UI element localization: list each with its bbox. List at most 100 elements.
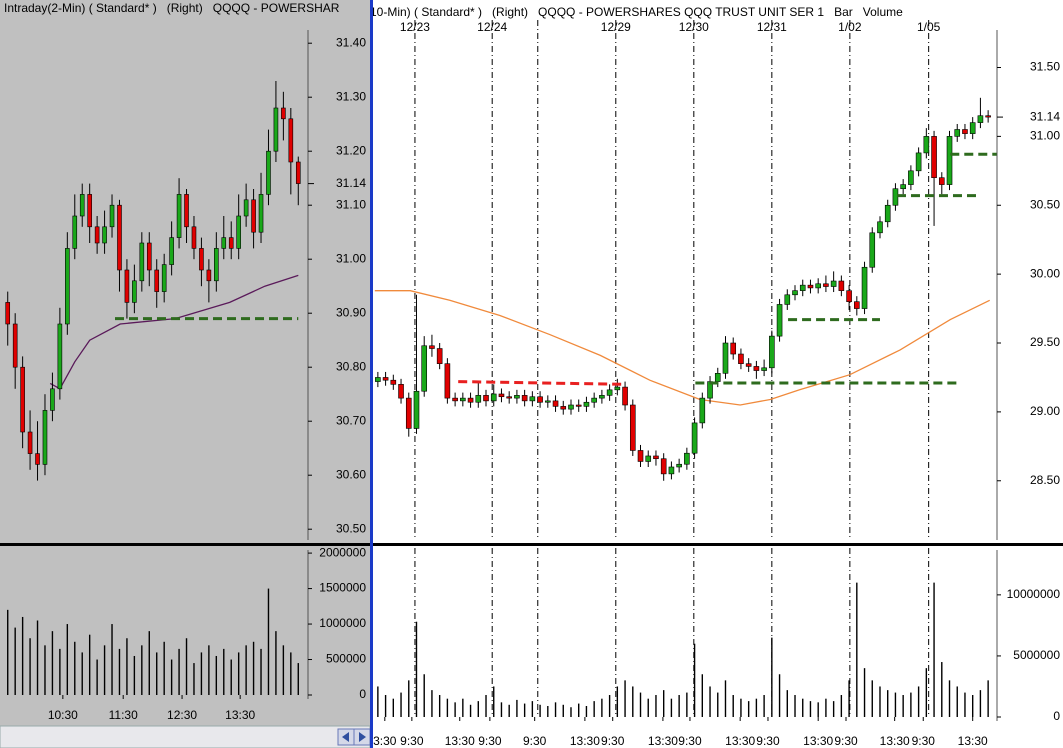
candle-body: [154, 269, 160, 292]
candle-body: [405, 397, 412, 429]
candle-body: [87, 194, 92, 228]
candle-body: [132, 280, 137, 303]
candle-body: [599, 395, 605, 399]
pane-divider: [373, 543, 1063, 546]
candle-body: [452, 397, 458, 402]
date-label: 1/02: [838, 20, 862, 34]
candle-body: [50, 388, 55, 411]
candle-body: [79, 194, 85, 217]
candle-body: [761, 367, 767, 371]
candle-body: [65, 248, 70, 325]
panel-background: [0, 0, 370, 726]
x-tick-label: 9:30: [601, 734, 625, 748]
volume-tick-label: 10000000: [1007, 587, 1061, 601]
candle-body: [5, 302, 11, 325]
chart-title: Intraday(2-Min) ( Standard* ) (Right) QQ…: [4, 1, 340, 15]
candle-body: [877, 221, 883, 234]
candle-body: [869, 232, 876, 268]
candle-body: [490, 393, 497, 402]
volume-tick-label: 2000000: [319, 545, 366, 559]
candle-body: [214, 248, 219, 282]
candle-body: [776, 304, 783, 337]
scrollbar[interactable]: [0, 725, 370, 748]
y-tick-label: 30.80: [336, 359, 366, 373]
candle-body: [799, 284, 806, 291]
candle-body: [537, 396, 543, 403]
date-label: 12/24: [477, 20, 507, 34]
y-tick-label: 30.00: [1030, 266, 1060, 280]
candle-body: [753, 366, 760, 371]
candle-body: [258, 194, 264, 233]
moving-average: [49, 274, 299, 390]
candle-body: [273, 107, 279, 152]
right-chart: 10-Min) ( Standard* ) (Right) QQQQ - POW…: [373, 0, 1063, 748]
y-tick-label: 28.50: [1030, 473, 1060, 487]
candle-body: [498, 393, 505, 398]
candle-body: [568, 404, 574, 410]
candle-body: [954, 129, 961, 137]
candle-body: [900, 184, 906, 190]
date-label: 12/30: [679, 20, 709, 34]
candle-body: [545, 400, 551, 403]
candle-body: [375, 377, 381, 382]
last-price-label: 31.14: [1030, 109, 1060, 123]
candle-body: [27, 431, 33, 454]
y-tick-label: 31.00: [336, 251, 366, 265]
candle-body: [977, 115, 984, 123]
candle-body: [915, 152, 922, 172]
candle-body: [908, 170, 914, 185]
x-tick-label: 13:30: [958, 734, 988, 748]
candle-body: [938, 177, 945, 185]
x-tick-label: 3:30: [373, 734, 397, 748]
candle-body: [823, 283, 829, 287]
candle-body: [722, 342, 729, 374]
candle-body: [769, 335, 775, 369]
x-tick-label: 9:30: [400, 734, 424, 748]
candle-body: [139, 242, 145, 282]
candle-body: [653, 455, 659, 460]
y-tick-label: 31.00: [1030, 129, 1060, 143]
y-tick-label: 29.50: [1030, 335, 1060, 349]
y-tick-label: 30.50: [1030, 197, 1060, 211]
candle-body: [946, 136, 953, 185]
candle-body: [985, 115, 991, 118]
volume-tick-label: 0: [1053, 709, 1060, 723]
date-label: 12/23: [400, 20, 430, 34]
y-tick-label: 30.70: [336, 413, 366, 427]
candle-body: [521, 395, 528, 402]
candle-body: [413, 390, 420, 429]
candle-body: [421, 345, 428, 392]
candle-body: [295, 161, 301, 184]
y-tick-label: 30.60: [336, 467, 366, 481]
candle-body: [124, 269, 130, 303]
candle-body: [923, 136, 930, 154]
candle-body: [228, 237, 234, 249]
candle-body: [57, 323, 63, 390]
candle-body: [962, 129, 968, 134]
candle-body: [529, 396, 536, 402]
pane-divider: [0, 543, 370, 546]
x-tick-label: 12:30: [167, 708, 197, 722]
candle-body: [467, 397, 474, 403]
candle-body: [699, 397, 706, 424]
candle-body: [251, 199, 256, 233]
candle-body: [109, 204, 115, 228]
candle-body: [861, 266, 868, 309]
candle-body: [382, 377, 389, 381]
x-tick-label: 13:30: [570, 734, 600, 748]
candle-body: [72, 215, 78, 249]
candle-body: [266, 150, 271, 195]
candle-body: [807, 284, 814, 289]
candle-body: [738, 353, 744, 364]
candle-body: [243, 199, 249, 217]
x-tick-label: 9:30: [834, 734, 858, 748]
candle-body: [184, 194, 189, 228]
candle-body: [475, 395, 482, 403]
candle-body: [236, 215, 241, 249]
x-tick-label: 13:30: [880, 734, 910, 748]
candle-body: [884, 204, 891, 223]
candle-body: [830, 280, 837, 287]
candle-body: [35, 453, 40, 465]
candle-body: [660, 458, 667, 475]
candle-body: [614, 386, 621, 391]
